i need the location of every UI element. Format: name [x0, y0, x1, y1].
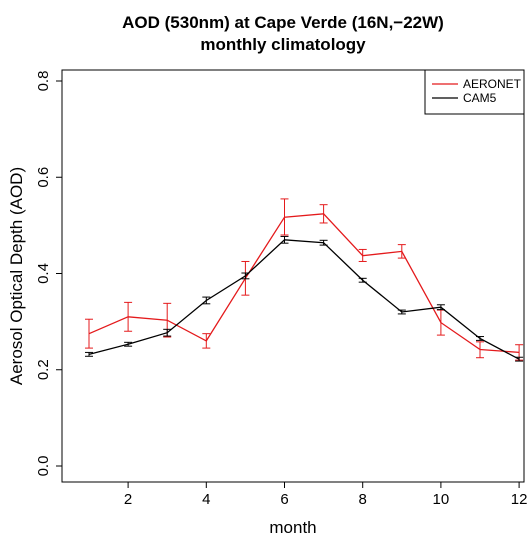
series-aeronet — [85, 198, 524, 361]
y-tick-label: 0.8 — [35, 71, 52, 92]
y-axis-label: Aerosol Optical Depth (AOD) — [7, 167, 26, 385]
legend-label: CAM5 — [463, 91, 497, 105]
legend-box — [424, 69, 525, 115]
x-tick-label: 6 — [280, 491, 288, 508]
series-line — [88, 239, 520, 360]
chart-title: AOD (530nm) at Cape Verde (16N,−22W) — [122, 13, 444, 32]
x-tick-label: 8 — [359, 491, 367, 508]
plot-frame — [61, 69, 525, 483]
chart-subtitle: monthly climatology — [200, 35, 366, 54]
legend-label: AERONET — [463, 77, 522, 91]
y-tick-label: 0.4 — [35, 263, 52, 284]
x-tick-label: 2 — [124, 491, 132, 508]
y-tick-label: 0.6 — [35, 167, 52, 188]
x-tick-label: 12 — [511, 491, 528, 508]
y-tick-label: 0.0 — [35, 456, 52, 477]
series-line — [88, 213, 520, 354]
x-axis: 2 4 6 8 10 12 — [124, 482, 528, 508]
x-tick-label: 10 — [433, 491, 450, 508]
x-axis-label: month — [269, 518, 316, 537]
y-tick-label: 0.2 — [35, 359, 52, 380]
series-cam5 — [85, 235, 524, 362]
y-axis: 0.0 0.2 0.4 0.6 0.8 — [35, 71, 62, 477]
series-layer — [85, 198, 524, 362]
x-tick-label: 4 — [202, 491, 210, 508]
